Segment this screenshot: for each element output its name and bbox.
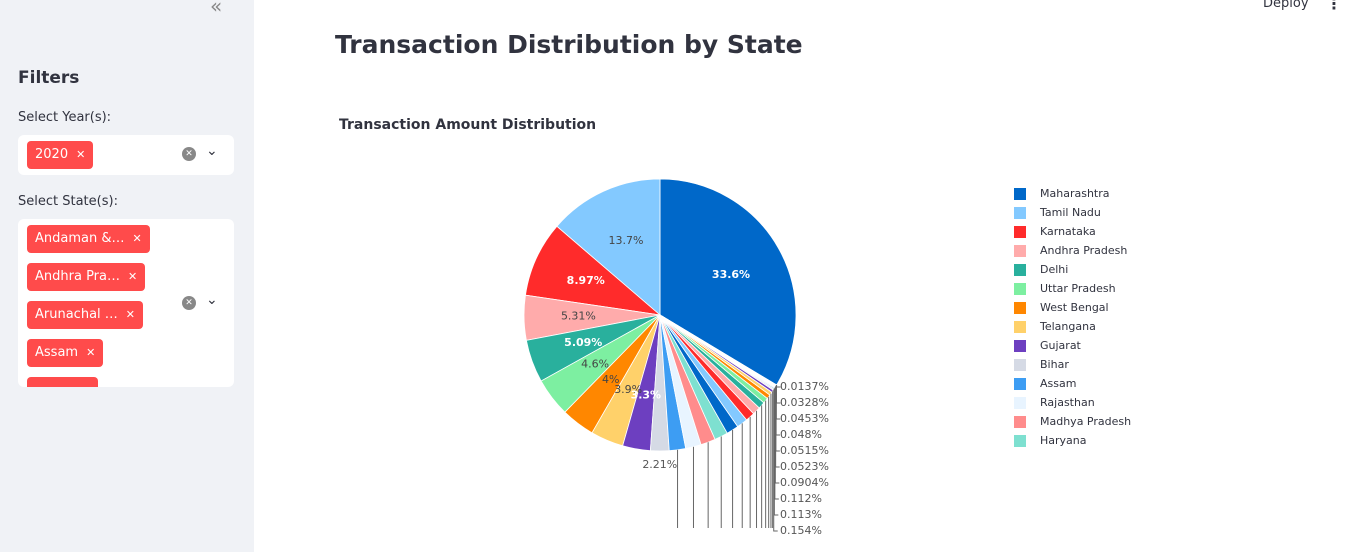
chip-text: Assam — [35, 345, 79, 360]
state-label: Select State(s): — [18, 194, 118, 209]
collapse-icon[interactable]: « — [210, 0, 223, 18]
slice-label: 0.0523% — [780, 460, 829, 473]
state-select[interactable]: Andaman &… ✕ Andhra Pra… ✕ Arunachal … ✕ As… — [18, 219, 234, 387]
legend-swatch — [1014, 226, 1026, 238]
legend-label: Madhya Pradesh — [1040, 415, 1131, 428]
chip-text: Andaman &… — [35, 231, 125, 246]
pie-slice — [659, 178, 797, 386]
slice-label: 0.048% — [780, 428, 822, 441]
slice-label: 8.97% — [567, 274, 605, 287]
leader-line — [773, 389, 778, 532]
legend-swatch — [1014, 378, 1026, 390]
sidebar-title: Filters — [18, 68, 80, 88]
legend-label: West Bengal — [1040, 301, 1109, 314]
legend-label: Assam — [1040, 377, 1076, 390]
slice-label: 33.6% — [712, 268, 750, 281]
legend-swatch — [1014, 397, 1026, 409]
legend-label: Bihar — [1040, 358, 1069, 371]
state-chip[interactable]: Assam ✕ — [27, 339, 104, 367]
slice-label: 2.21% — [642, 458, 677, 471]
legend-label: Maharashtra — [1040, 187, 1110, 200]
state-chip[interactable]: Andaman &… ✕ — [27, 225, 150, 253]
legend-label: Rajasthan — [1040, 396, 1095, 409]
page-title: Transaction Distribution by State — [335, 30, 803, 59]
slice-label: 0.112% — [780, 492, 822, 505]
legend-label: Andhra Pradesh — [1040, 244, 1127, 257]
slice-label: 0.0515% — [780, 444, 829, 457]
slice-label: 0.0137% — [780, 380, 829, 393]
legend-swatch — [1014, 359, 1026, 371]
slice-label: 0.0904% — [780, 476, 829, 489]
chart: Transaction Amount Distribution 33.6% 13.… — [339, 117, 1131, 537]
legend-swatch — [1014, 207, 1026, 219]
dropdown-icon[interactable]: ⌄ — [206, 143, 218, 159]
chip-text: Arunachal … — [35, 307, 118, 322]
legend-label: Uttar Pradesh — [1040, 282, 1116, 295]
slice-label: 0.154% — [780, 524, 822, 537]
clear-icon[interactable]: ✕ — [182, 296, 196, 310]
menu-icon[interactable]: ⋮ — [1326, 0, 1342, 13]
chart-title: Transaction Amount Distribution — [339, 117, 596, 133]
chip-text: Andhra Pra… — [35, 269, 120, 284]
leader-line — [774, 387, 779, 500]
slice-label: 0.113% — [780, 508, 822, 521]
deploy-button[interactable]: Deploy — [1263, 0, 1309, 11]
legend-label: Karnataka — [1040, 225, 1096, 238]
slice-label: 0.0328% — [780, 396, 829, 409]
legend-label: Delhi — [1040, 263, 1068, 276]
leader-line — [773, 388, 779, 516]
slice-label: 5.31% — [561, 310, 596, 323]
state-chip[interactable]: Arunachal … ✕ — [27, 301, 143, 329]
legend-swatch — [1014, 264, 1026, 276]
legend-label: Tamil Nadu — [1039, 206, 1101, 219]
legend-swatch — [1014, 188, 1026, 200]
clear-icon[interactable]: ✕ — [182, 147, 196, 161]
year-chip[interactable]: 2020 ✕ — [27, 141, 94, 169]
legend-swatch — [1014, 416, 1026, 428]
legend-label: Telangana — [1039, 320, 1096, 333]
legend-swatch — [1014, 340, 1026, 352]
pie-slice — [556, 178, 661, 316]
slice-label: 4.6% — [581, 357, 609, 370]
dropdown-icon[interactable]: ⌄ — [206, 292, 218, 308]
legend-swatch — [1014, 321, 1026, 333]
legend-swatch — [1014, 245, 1026, 257]
legend-swatch — [1014, 302, 1026, 314]
slice-label: 5.09% — [564, 336, 602, 349]
year-label: Select Year(s): — [18, 110, 112, 125]
legend-label: Gujarat — [1040, 339, 1082, 352]
chip-text: 2020 — [35, 147, 69, 162]
legend-swatch — [1014, 283, 1026, 295]
slice-label: 3.3% — [631, 388, 662, 401]
year-select[interactable]: 2020 ✕ ✕ ⌄ — [18, 135, 234, 175]
legend-swatch — [1014, 435, 1026, 447]
sidebar: « Filters Select Year(s): 2020 ✕ ✕ ⌄ Sele… — [0, 0, 254, 552]
state-chip[interactable] — [27, 377, 98, 387]
legend-label: Haryana — [1040, 434, 1087, 447]
state-chip[interactable]: Andhra Pra… ✕ — [27, 263, 146, 291]
slice-label: 3.9% — [614, 383, 642, 396]
slice-label: 4% — [602, 373, 619, 386]
slice-label: 13.7% — [608, 234, 643, 247]
slice-label: 0.0453% — [780, 412, 829, 425]
